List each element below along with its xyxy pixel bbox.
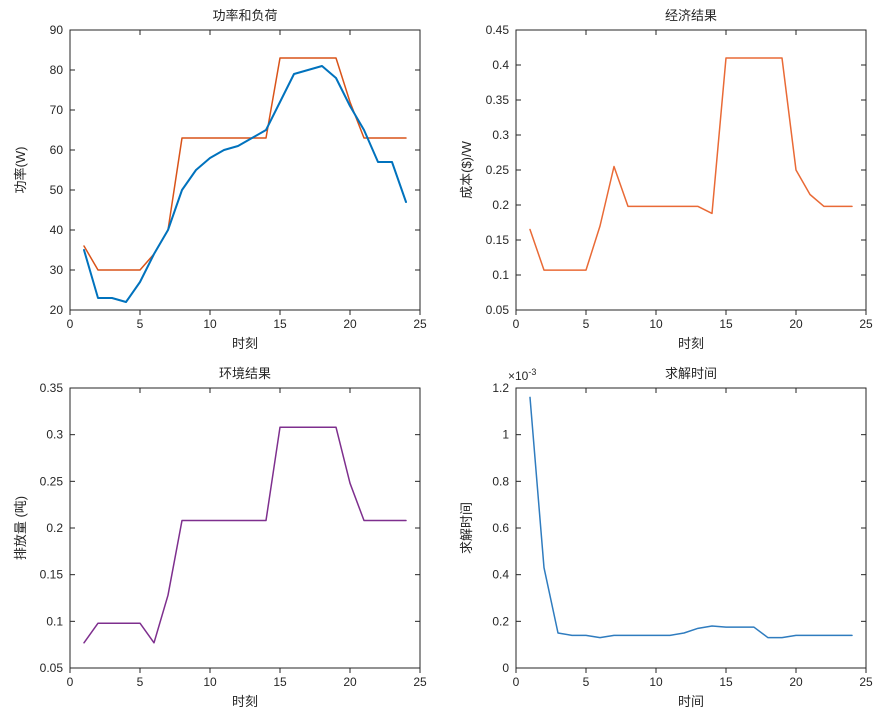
svg-text:0.45: 0.45 — [485, 23, 509, 37]
chart-power-load: 0 5 10 15 20 25 20 30 40 50 60 70 80 90 功率和负荷时刻 功率(W) — [0, 0, 445, 357]
svg-text:环境结果: 环境结果 — [219, 366, 271, 381]
svg-text:10: 10 — [649, 675, 663, 689]
svg-text:60: 60 — [50, 143, 64, 157]
svg-text:5: 5 — [582, 675, 589, 689]
panel-solve-time: 0 5 10 15 20 25 0 0.2 0.4 0.6 0.8 1 1.2 求解时间时间 求解时间 ×10… — [446, 358, 891, 715]
svg-text:40: 40 — [50, 223, 64, 237]
chart-solve-time: 0 5 10 15 20 25 0 0.2 0.4 0.6 0.8 1 1.2 求解时间时间 求解时间 ×10… — [446, 358, 891, 715]
svg-text:时间: 时间 — [677, 694, 703, 709]
svg-text:20: 20 — [50, 303, 64, 317]
svg-text:时刻: 时刻 — [232, 694, 258, 709]
svg-text:求解时间: 求解时间 — [664, 366, 716, 381]
svg-text:1.2: 1.2 — [492, 381, 509, 395]
svg-text:时刻: 时刻 — [677, 336, 703, 351]
panel-power-load: 0 5 10 15 20 25 20 30 40 50 60 70 80 90 功率和负荷时刻 功率(W) — [0, 0, 446, 358]
svg-text:15: 15 — [273, 675, 287, 689]
svg-text:50: 50 — [50, 183, 64, 197]
svg-text:0.2: 0.2 — [492, 614, 509, 628]
svg-text:0.25: 0.25 — [40, 474, 64, 488]
svg-text:25: 25 — [413, 317, 427, 331]
svg-text:功率和负荷: 功率和负荷 — [212, 8, 277, 23]
svg-text:0: 0 — [512, 675, 519, 689]
svg-text:0.35: 0.35 — [485, 93, 509, 107]
svg-text:0: 0 — [67, 317, 74, 331]
panel-environmental: 0 5 10 15 20 25 0.05 0.1 0.15 0.2 0.25 0.3 0.35 环境结果时… — [0, 358, 446, 715]
svg-text:时刻: 时刻 — [232, 336, 258, 351]
svg-text:求解时间: 求解时间 — [459, 501, 474, 553]
svg-text:0.25: 0.25 — [485, 163, 509, 177]
svg-text:0.05: 0.05 — [40, 661, 64, 675]
svg-text:25: 25 — [413, 675, 427, 689]
svg-text:20: 20 — [343, 317, 357, 331]
svg-text:成本($)/W: 成本($)/W — [459, 140, 474, 199]
svg-text:10: 10 — [203, 675, 217, 689]
svg-text:0.15: 0.15 — [485, 233, 509, 247]
svg-text:30: 30 — [50, 263, 64, 277]
svg-text:0: 0 — [502, 661, 509, 675]
panel-economic: 0 5 10 15 20 25 0.05 0.1 0.15 0.2 0.25 0.3 0.35 0.4 0.… — [446, 0, 891, 358]
svg-text:0.1: 0.1 — [492, 268, 509, 282]
svg-text:排放量 (吨): 排放量 (吨) — [13, 495, 28, 559]
chart-economic: 0 5 10 15 20 25 0.05 0.1 0.15 0.2 0.25 0.3 0.35 0.4 0.… — [446, 0, 891, 357]
svg-text:0: 0 — [512, 317, 519, 331]
svg-text:5: 5 — [137, 317, 144, 331]
chart-grid: 05101520252030405060708090功率和负荷时刻功率(W) 0… — [0, 0, 891, 715]
svg-text:0.3: 0.3 — [46, 427, 63, 441]
svg-text:0: 0 — [67, 675, 74, 689]
svg-text:15: 15 — [719, 317, 733, 331]
svg-text:0.6: 0.6 — [492, 521, 509, 535]
svg-text:0.3: 0.3 — [492, 128, 509, 142]
svg-text:5: 5 — [137, 675, 144, 689]
svg-text:1: 1 — [502, 427, 509, 441]
svg-text:0.8: 0.8 — [492, 474, 509, 488]
svg-text:0.15: 0.15 — [40, 567, 64, 581]
svg-text:20: 20 — [343, 675, 357, 689]
svg-text:15: 15 — [273, 317, 287, 331]
svg-text:经济结果: 经济结果 — [664, 8, 716, 23]
svg-text:0.35: 0.35 — [40, 381, 64, 395]
svg-text:20: 20 — [789, 675, 803, 689]
svg-text:20: 20 — [789, 317, 803, 331]
svg-text:0.4: 0.4 — [492, 58, 509, 72]
svg-text:0.05: 0.05 — [485, 303, 509, 317]
svg-text:25: 25 — [859, 675, 873, 689]
svg-text:0.2: 0.2 — [492, 198, 509, 212]
svg-text:5: 5 — [582, 317, 589, 331]
svg-text:25: 25 — [859, 317, 873, 331]
svg-text:功率(W): 功率(W) — [13, 147, 28, 194]
svg-text:10: 10 — [649, 317, 663, 331]
svg-text:15: 15 — [719, 675, 733, 689]
svg-text:70: 70 — [50, 103, 64, 117]
svg-text:80: 80 — [50, 63, 64, 77]
svg-text:10: 10 — [203, 317, 217, 331]
svg-text:0.2: 0.2 — [46, 521, 63, 535]
svg-text:0.1: 0.1 — [46, 614, 63, 628]
svg-text:×10-3: ×10-3 — [508, 367, 536, 383]
chart-environmental: 0 5 10 15 20 25 0.05 0.1 0.15 0.2 0.25 0.3 0.35 环境结果时… — [0, 358, 445, 715]
svg-text:90: 90 — [50, 23, 64, 37]
svg-text:0.4: 0.4 — [492, 567, 509, 581]
